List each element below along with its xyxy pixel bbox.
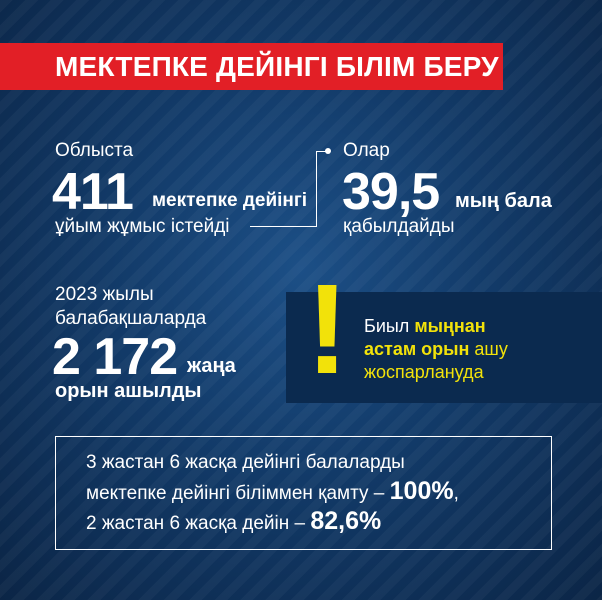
callout-line1-bold: мыңнан [414,316,486,336]
page-title: МЕКТЕПКЕ ДЕЙІНГІ БІЛІМ БЕРУ [55,51,499,82]
stat1-suffix: ұйым жұмыс істейді [55,216,230,237]
stat2-suffix: қабылдайды [343,216,455,237]
stat1-unit: мектепке дейінгі [152,190,308,211]
stat3-unit: жаңа [187,355,236,377]
stat2-prefix: Олар [343,140,390,161]
stat1-number: 411 [52,163,134,221]
coverage-box [55,436,552,550]
coverage-line2-text: мектепке дейінгі біліммен қамту – [86,483,390,504]
stat1-prefix: Облыста [55,140,134,161]
callout-line2-normal: ашу [469,339,508,359]
callout-panel [286,292,602,403]
callout-line3: жоспарлануда [364,362,484,382]
stat3-suffix: орын ашылды [55,380,202,402]
coverage-line3-value: 82,6% [310,507,382,535]
exclamation-icon: ! [306,258,349,401]
coverage-line2: мектепке дейінгі біліммен қамту – 100%, [86,477,459,506]
stat2-number: 39,5 [342,163,440,221]
coverage-line3: 2 жастан 6 жасқа дейін – 82,6% [86,507,381,536]
stat3-prefix-line2: балабақшаларда [55,308,207,329]
connector-horizontal-bottom [250,226,316,227]
coverage-line2-end: , [453,483,459,504]
connector-horizontal-top [316,151,328,152]
stat3-number: 2 172 [52,328,178,386]
stat3-prefix-line1: 2023 жылы [55,284,154,305]
callout-line1: Биыл мыңнан [364,316,486,337]
connector-vertical [316,151,317,227]
callout-line2-bold: астам орын [364,339,470,359]
connector-dot [325,148,331,154]
title-banner: МЕКТЕПКЕ ДЕЙІНГІ БІЛІМ БЕРУ [0,43,503,90]
coverage-line3-text: 2 жастан 6 жасқа дейін – [86,513,311,534]
callout-line2: астам орын ашу [364,339,508,360]
callout-line1-normal: Биыл [364,316,415,336]
coverage-line1: 3 жастан 6 жасқа дейінгі балаларды [86,452,405,473]
stat2-unit: мың бала [455,190,552,212]
coverage-line2-value: 100% [389,477,454,505]
